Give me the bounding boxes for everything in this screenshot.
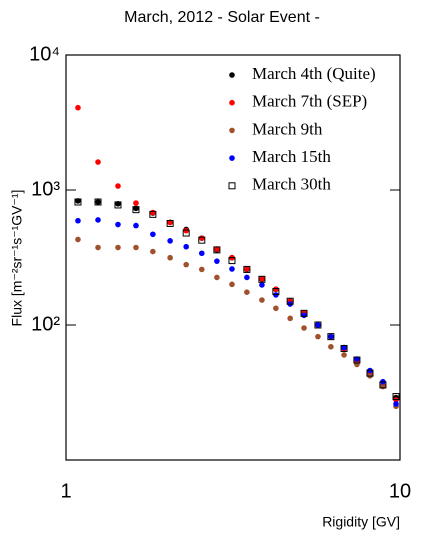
marker [315, 333, 321, 340]
marker [273, 305, 279, 312]
marker [286, 297, 294, 305]
x-axis-label: Rigidity [GV] [322, 514, 400, 530]
marker [214, 258, 220, 264]
marker [327, 333, 335, 341]
marker [150, 209, 156, 216]
marker [229, 266, 235, 272]
marker [115, 221, 121, 228]
marker [183, 227, 189, 234]
marker [314, 321, 322, 329]
marker [328, 333, 334, 340]
legend-label: March 7th (SEP) [252, 92, 367, 111]
legend-marker [229, 155, 235, 161]
legend-label: March 15th [252, 147, 331, 166]
marker [166, 219, 174, 227]
marker [198, 236, 206, 244]
y-axis-label: Flux [m⁻²sr⁻¹s⁻¹GV⁻¹] [9, 190, 25, 327]
marker [150, 231, 156, 238]
marker [340, 344, 348, 352]
marker [366, 369, 374, 377]
x-tick-label: 1 [60, 480, 71, 502]
marker [353, 356, 361, 364]
y-tick-label: 10⁴ [29, 43, 60, 65]
marker [133, 244, 139, 251]
marker [198, 250, 205, 257]
marker [301, 325, 307, 331]
marker [75, 236, 81, 243]
marker [149, 210, 157, 218]
y-tick-label: 10³ [31, 178, 60, 200]
legend-label: March 4th (Quite) [252, 64, 376, 83]
legend-marker [229, 72, 235, 78]
marker [132, 206, 140, 214]
x-tick-label: 10 [389, 480, 411, 502]
marker [114, 201, 122, 209]
marker [228, 257, 236, 265]
marker [243, 265, 251, 273]
y-tick-label: 10² [31, 313, 60, 335]
marker [183, 243, 189, 250]
plot-frame [65, 54, 401, 461]
marker [95, 217, 101, 223]
marker [244, 289, 250, 295]
marker [300, 309, 308, 317]
marker [259, 275, 265, 282]
marker [150, 248, 156, 255]
marker [133, 200, 139, 206]
marker [95, 199, 101, 205]
marker [354, 356, 360, 362]
marker [392, 393, 400, 401]
marker [167, 238, 173, 244]
marker [354, 361, 360, 368]
marker [380, 383, 386, 390]
marker [214, 246, 220, 252]
marker [115, 183, 121, 189]
legend-marker [229, 99, 235, 106]
marker [244, 266, 250, 272]
marker [74, 198, 82, 206]
marker [341, 352, 347, 358]
marker [328, 343, 334, 350]
marker [272, 288, 280, 296]
legend-label: March 30th [252, 175, 331, 194]
marker [115, 244, 121, 251]
marker [301, 312, 307, 319]
marker [198, 266, 205, 273]
marker [259, 282, 265, 288]
marker [95, 244, 101, 251]
marker [214, 274, 220, 281]
marker [95, 159, 101, 165]
marker [182, 229, 190, 237]
marker [198, 235, 205, 241]
marker [273, 286, 279, 293]
marker [75, 198, 81, 204]
legend-label: March 9th [252, 119, 323, 138]
marker [315, 322, 321, 328]
marker [379, 381, 387, 389]
marker [287, 315, 293, 322]
marker [393, 401, 399, 407]
marker [229, 281, 235, 288]
chart-title: March, 2012 - Solar Event - [124, 9, 320, 26]
legend-marker [229, 127, 235, 134]
marker [133, 222, 139, 229]
marker [75, 217, 81, 224]
marker [213, 246, 221, 254]
marker [258, 275, 266, 283]
marker [94, 198, 102, 206]
marker [167, 254, 173, 261]
marker [259, 297, 265, 303]
marker [244, 274, 250, 281]
marker [167, 219, 173, 226]
marker [75, 104, 81, 111]
legend-marker [228, 182, 236, 190]
marker [341, 344, 347, 351]
marker [183, 261, 189, 268]
